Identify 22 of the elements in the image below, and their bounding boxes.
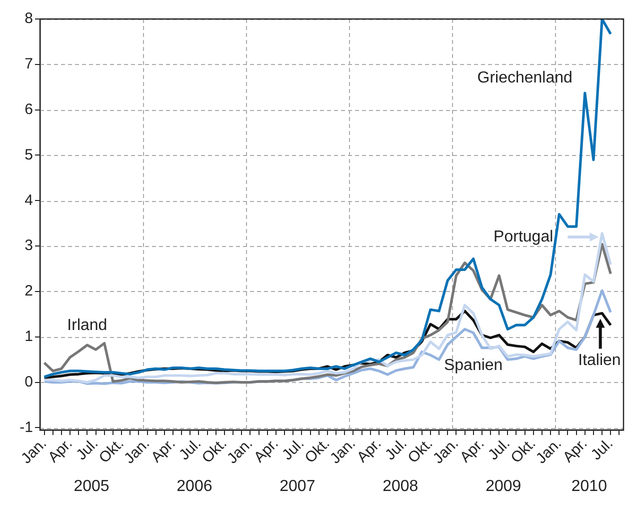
text: 2010 xyxy=(571,478,608,495)
y-tick-label: 0 xyxy=(24,373,33,390)
y-tick-label: 3 xyxy=(24,237,33,254)
legend-label: Portugal xyxy=(494,228,554,246)
x-tick-label: Apr. xyxy=(148,435,179,466)
text: 2008 xyxy=(382,478,418,495)
y-tick-label: 1 xyxy=(24,328,33,346)
series-label: Italien xyxy=(578,352,621,369)
series-label: Griechenland xyxy=(477,69,572,86)
text: 2005 xyxy=(74,478,110,495)
series-label: Spanien xyxy=(444,356,503,374)
series-label: Irland xyxy=(67,316,108,334)
y-tick-label: 7 xyxy=(24,56,33,73)
y-tick-label: 2 xyxy=(24,282,33,300)
y-tick-label: 4 xyxy=(24,192,33,209)
y-tick-label: 6 xyxy=(24,100,33,118)
y-tick-label: 8 xyxy=(24,10,33,28)
text: 2006 xyxy=(176,478,212,495)
y-tick-label: 5 xyxy=(24,146,33,164)
text: 2007 xyxy=(280,478,316,495)
text: 2009 xyxy=(486,478,522,495)
y-tick-label: -1 xyxy=(20,418,33,436)
